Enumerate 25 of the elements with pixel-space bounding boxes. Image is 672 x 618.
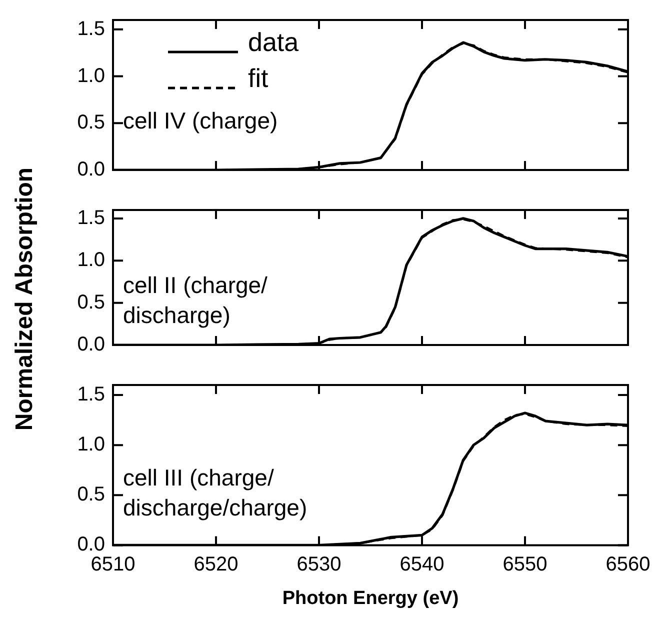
y-tick-label: 0.0 bbox=[77, 158, 105, 181]
legend-label: data bbox=[248, 27, 300, 58]
x-tick-label: 6550 bbox=[502, 554, 548, 576]
y-tick-label: 1.5 bbox=[77, 206, 105, 229]
x-axis-title: Photon Energy (eV) bbox=[282, 588, 459, 609]
x-tick-label: 6530 bbox=[296, 554, 342, 576]
y-tick-label: 1.0 bbox=[77, 434, 105, 456]
annotation: cell IV (charge) bbox=[123, 107, 278, 134]
legend-label: fit bbox=[248, 63, 269, 94]
annotation: cell III (charge/discharge/charge) bbox=[123, 464, 308, 520]
y-tick-label: 0.0 bbox=[77, 534, 105, 556]
y-tick-label: 0.0 bbox=[77, 334, 105, 356]
y-tick-label: 1.0 bbox=[77, 249, 105, 272]
x-tick-label: 6540 bbox=[400, 554, 444, 576]
x-tick-label: 6510 bbox=[90, 554, 136, 576]
y-tick-label: 0.5 bbox=[77, 112, 105, 134]
y-axis-title: Normalized Absorption bbox=[11, 166, 39, 433]
y-tick-label: 0.5 bbox=[77, 484, 105, 506]
y-tick-label: 1.5 bbox=[77, 384, 105, 406]
y-tick-label: 1.5 bbox=[77, 18, 105, 40]
y-tick-label: 1.0 bbox=[77, 64, 105, 87]
y-tick-label: 0.5 bbox=[77, 291, 105, 314]
annotation: cell II (charge/discharge) bbox=[123, 272, 268, 328]
x-tick-label: 6560 bbox=[606, 554, 650, 576]
x-tick-label: 6520 bbox=[194, 554, 238, 576]
